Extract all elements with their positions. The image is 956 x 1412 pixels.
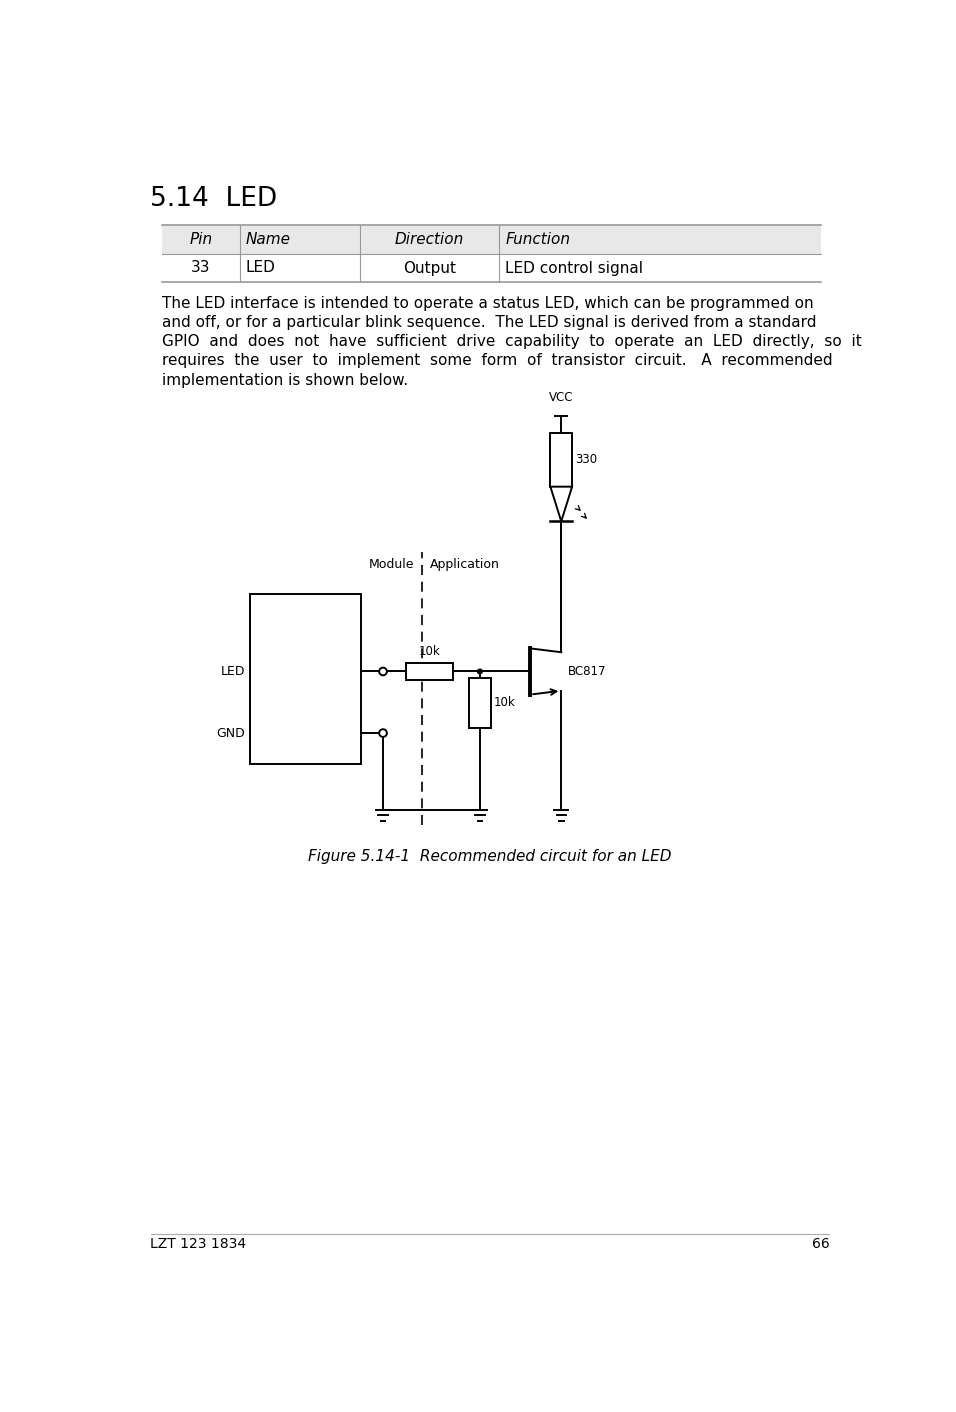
Text: and off, or for a particular blink sequence.  The LED signal is derived from a s: and off, or for a particular blink seque…: [163, 315, 816, 330]
Text: 5.14  LED: 5.14 LED: [150, 186, 277, 212]
Text: 330: 330: [576, 453, 598, 466]
Text: GND: GND: [216, 727, 245, 740]
Text: Figure 5.14-1  Recommended circuit for an LED: Figure 5.14-1 Recommended circuit for an…: [308, 849, 672, 864]
Text: Name: Name: [246, 232, 291, 247]
Text: requires  the  user  to  implement  some  form  of  transistor  circuit.   A  re: requires the user to implement some form…: [163, 353, 833, 369]
Text: LED control signal: LED control signal: [506, 260, 643, 275]
Text: implementation is shown below.: implementation is shown below.: [163, 373, 408, 388]
Text: LED: LED: [246, 260, 275, 275]
Bar: [469, 678, 490, 727]
Polygon shape: [551, 487, 572, 521]
Text: Function: Function: [506, 232, 571, 247]
Text: GPIO  and  does  not  have  sufficient  drive  capability  to  operate  an  LED : GPIO and does not have sufficient drive …: [163, 335, 862, 349]
Text: Pin: Pin: [189, 232, 212, 247]
Text: 66: 66: [812, 1237, 830, 1251]
Bar: [406, 664, 453, 681]
Circle shape: [477, 668, 483, 675]
Text: 10k: 10k: [494, 696, 515, 709]
Text: BC817: BC817: [568, 665, 606, 678]
Text: Output: Output: [403, 260, 456, 275]
Text: Module: Module: [368, 558, 414, 572]
Circle shape: [380, 668, 387, 675]
Text: 10k: 10k: [419, 645, 441, 658]
Bar: [163, 225, 821, 254]
Bar: [250, 594, 361, 764]
Bar: [551, 433, 572, 487]
Text: LED: LED: [221, 665, 245, 678]
Text: LZT 123 1834: LZT 123 1834: [150, 1237, 247, 1251]
Text: The LED interface is intended to operate a status LED, which can be programmed o: The LED interface is intended to operate…: [163, 295, 814, 311]
Text: Application: Application: [429, 558, 499, 572]
Text: 33: 33: [191, 260, 210, 275]
Text: VCC: VCC: [549, 391, 574, 404]
Circle shape: [380, 729, 387, 737]
Text: Direction: Direction: [395, 232, 464, 247]
